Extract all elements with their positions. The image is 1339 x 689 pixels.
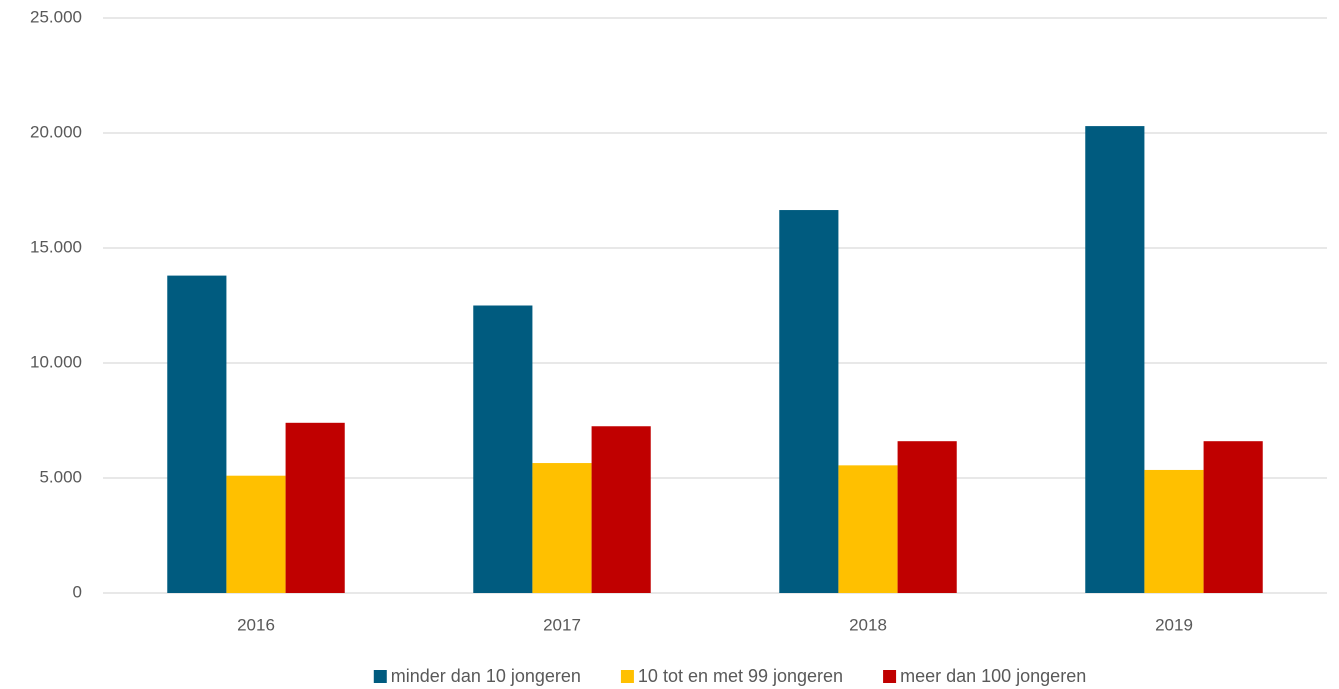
y-tick-label: 20.000: [30, 122, 82, 141]
y-tick-label: 10.000: [30, 352, 82, 371]
legend-label: 10 tot en met 99 jongeren: [638, 666, 843, 686]
bar: [1144, 469, 1204, 593]
x-tick-label: 2016: [237, 615, 275, 634]
bar: [1203, 441, 1263, 593]
bar: [838, 465, 898, 593]
bar: [473, 305, 533, 593]
y-tick-label: 0: [73, 582, 82, 601]
bar: [532, 463, 592, 593]
legend-swatch: [620, 670, 634, 683]
bar: [591, 426, 651, 593]
legend-label: minder dan 10 jongeren: [391, 666, 581, 686]
legend-swatch: [883, 670, 897, 683]
bar: [167, 275, 227, 593]
y-tick-label: 25.000: [30, 7, 82, 26]
x-tick-label: 2017: [543, 615, 581, 634]
bar: [285, 422, 345, 593]
y-tick-label: 5.000: [39, 467, 82, 486]
legend-label: meer dan 100 jongeren: [900, 666, 1086, 686]
bar: [897, 441, 957, 593]
x-tick-label: 2018: [849, 615, 887, 634]
bar: [1085, 126, 1145, 593]
legend-swatch: [373, 670, 387, 683]
bar: [779, 210, 839, 594]
x-tick-label: 2019: [1155, 615, 1193, 634]
y-tick-label: 15.000: [30, 237, 82, 256]
bar: [226, 475, 286, 593]
